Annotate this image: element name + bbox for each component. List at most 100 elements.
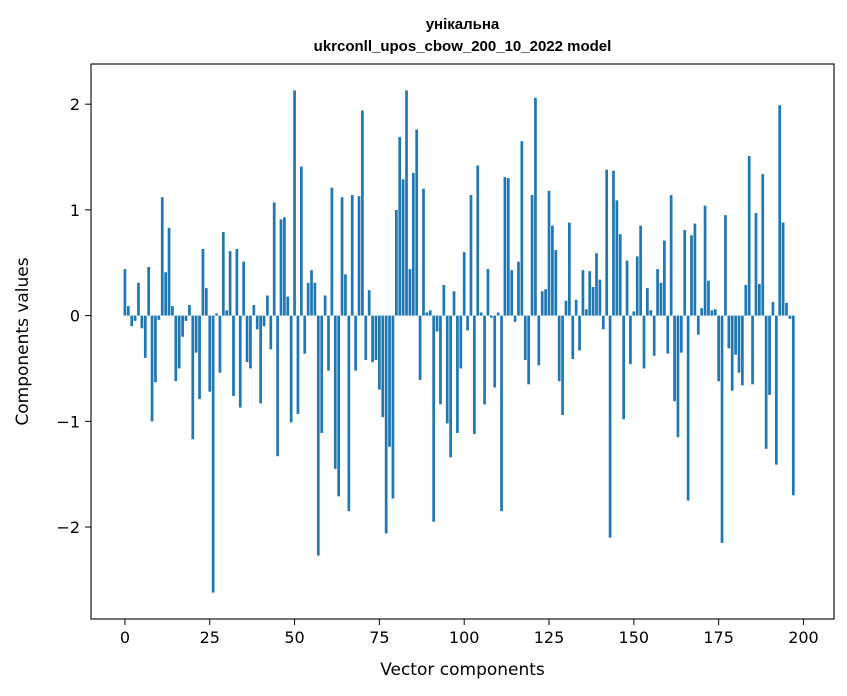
bar-150 — [632, 311, 636, 316]
bar-153 — [642, 315, 646, 369]
bar-177 — [724, 215, 727, 316]
bar-168 — [693, 223, 697, 316]
chart-title-line-1: унікальна — [426, 16, 500, 33]
bar-165 — [683, 229, 687, 316]
bar-196 — [788, 315, 792, 319]
bar-86 — [415, 129, 419, 316]
bar-56 — [313, 282, 317, 316]
bar-52 — [299, 166, 303, 316]
bar-128 — [557, 315, 561, 382]
bar-171 — [703, 205, 707, 316]
bar-78 — [388, 315, 391, 447]
bar-192 — [774, 315, 778, 465]
bar-59 — [323, 295, 327, 316]
bar-129 — [561, 315, 564, 415]
bar-69 — [357, 196, 361, 316]
x-tick-label-2: 50 — [284, 628, 304, 647]
bar-189 — [764, 315, 768, 449]
bar-71 — [364, 315, 368, 360]
bar-75 — [378, 315, 381, 390]
bar-77 — [384, 315, 388, 534]
bar-14 — [171, 306, 174, 316]
bar-67 — [350, 195, 354, 316]
bar-88 — [422, 188, 425, 316]
bar-190 — [768, 315, 771, 395]
x-axis-ticks: 0 25 50 75 100 125 150 175 200 — [120, 619, 819, 647]
bar-161 — [669, 195, 673, 316]
bar-95 — [445, 315, 449, 424]
bar-157 — [656, 269, 659, 316]
bar-195 — [785, 302, 788, 316]
bar-116 — [517, 261, 520, 316]
bar-193 — [778, 105, 782, 316]
bar-37 — [249, 315, 252, 369]
bar-113 — [506, 178, 510, 316]
bar-3 — [133, 315, 137, 321]
bar-151 — [635, 256, 639, 316]
bar-50 — [293, 90, 296, 316]
y-tick-label-2: 0 — [70, 307, 80, 326]
bar-21 — [194, 315, 198, 353]
bar-43 — [269, 315, 273, 350]
bar-9 — [154, 315, 157, 383]
bar-144 — [612, 170, 615, 316]
bar-74 — [374, 315, 378, 360]
bar-36 — [245, 315, 249, 363]
bar-63 — [337, 315, 341, 497]
bar-104 — [476, 165, 480, 316]
bar-84 — [408, 269, 412, 316]
x-tick-label-3: 75 — [369, 628, 389, 647]
y-axis-ticks: −2 −1 0 1 2 — [56, 95, 91, 537]
bar-44 — [272, 202, 276, 316]
y-tick-label-1: −1 — [56, 412, 80, 431]
bar-183 — [744, 284, 748, 316]
bar-94 — [442, 284, 446, 316]
bar-58 — [320, 315, 324, 433]
x-axis-title: Vector components — [380, 660, 545, 680]
x-tick-label-8: 200 — [788, 628, 819, 647]
bar-12 — [164, 272, 167, 316]
bar-2 — [130, 315, 134, 327]
bar-136 — [584, 309, 588, 316]
bar-115 — [513, 315, 517, 322]
bar-97 — [452, 291, 456, 316]
bar-127 — [554, 250, 558, 316]
bar-55 — [310, 270, 313, 316]
bar-98 — [456, 315, 459, 433]
bar-49 — [289, 315, 293, 423]
chart-title-line-2: ukrconll_upos_cbow_200_10_2022 model — [314, 38, 612, 55]
bar-26 — [211, 315, 215, 593]
bar-112 — [503, 177, 507, 316]
bar-175 — [717, 315, 720, 382]
bar-178 — [727, 315, 731, 349]
bar-169 — [696, 315, 700, 335]
bar-23 — [201, 249, 205, 316]
bar-70 — [361, 110, 364, 316]
bar-40 — [259, 315, 262, 404]
bar-180 — [734, 315, 737, 355]
bar-79 — [391, 315, 395, 499]
bar-82 — [401, 179, 405, 316]
bar-38 — [252, 305, 256, 316]
bar-149 — [629, 315, 632, 365]
y-tick-label-0: −2 — [56, 518, 80, 537]
bar-110 — [496, 312, 500, 316]
bar-162 — [673, 315, 676, 402]
bar-109 — [493, 315, 497, 388]
bar-5 — [140, 315, 144, 329]
bar-22 — [198, 315, 201, 400]
bar-148 — [625, 260, 629, 316]
bar-87 — [418, 315, 422, 381]
bar-163 — [676, 315, 680, 438]
y-axis-title: Components values — [13, 257, 33, 425]
bar-47 — [283, 217, 286, 316]
bar-16 — [177, 315, 181, 369]
bar-139 — [595, 253, 598, 316]
bar-31 — [228, 251, 232, 316]
bar-166 — [686, 315, 690, 501]
bar-80 — [394, 209, 398, 316]
bar-89 — [425, 312, 429, 316]
bar-138 — [591, 287, 595, 316]
